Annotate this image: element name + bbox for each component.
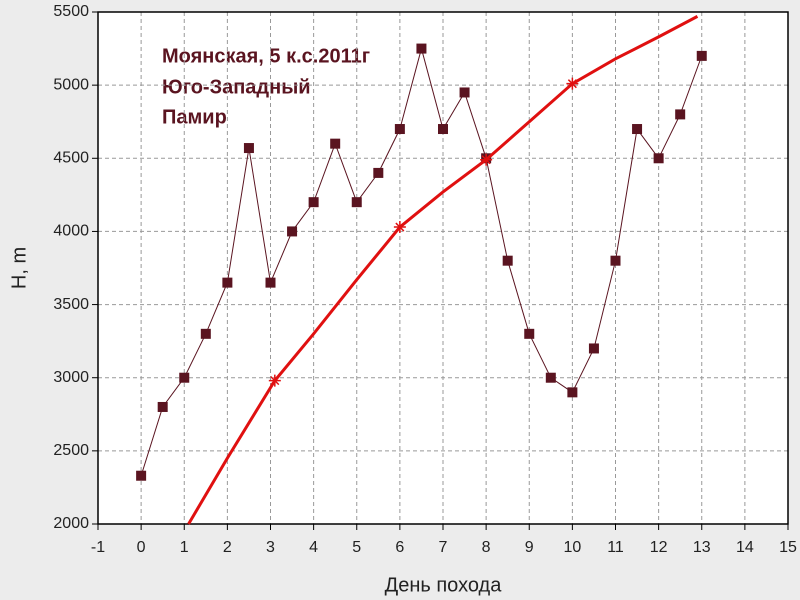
point-marker xyxy=(287,226,298,237)
point-marker xyxy=(265,277,276,288)
point-marker xyxy=(330,138,341,149)
x-tick-label: 5 xyxy=(352,539,361,556)
y-tick-label: 5500 xyxy=(53,3,89,20)
x-tick-label: 12 xyxy=(650,539,668,556)
point-marker xyxy=(588,343,599,354)
y-tick-label: 4000 xyxy=(53,223,89,240)
annotation: Юго-Западный xyxy=(162,76,311,98)
point-marker xyxy=(438,124,448,135)
x-tick-label: 15 xyxy=(779,539,797,556)
point-marker xyxy=(567,387,578,398)
point-marker xyxy=(157,401,168,412)
point-marker xyxy=(459,87,470,98)
y-tick-label: 2500 xyxy=(53,442,89,459)
point-marker xyxy=(653,153,664,164)
x-axis-label: День похода xyxy=(385,574,503,596)
point-marker xyxy=(308,197,319,208)
y-tick-label: 3000 xyxy=(53,369,89,386)
point-marker xyxy=(524,328,535,339)
point-marker xyxy=(696,50,707,61)
y-tick-label: 3500 xyxy=(53,296,89,313)
y-tick-label: 4500 xyxy=(53,150,89,167)
point-marker xyxy=(416,43,427,54)
point-marker xyxy=(566,77,579,90)
point-marker xyxy=(545,372,556,383)
x-tick-label: 9 xyxy=(525,539,534,556)
point-marker xyxy=(393,221,406,234)
x-tick-label: 3 xyxy=(266,539,275,556)
point-marker xyxy=(200,328,211,339)
point-marker xyxy=(243,143,254,154)
annotation: Моянская, 5 к.с.2011г xyxy=(162,45,370,67)
annotation: Памир xyxy=(162,106,227,128)
y-tick-label: 5000 xyxy=(53,76,89,93)
point-marker xyxy=(480,153,493,166)
x-tick-label: 11 xyxy=(607,539,624,556)
point-marker xyxy=(373,167,384,178)
x-tick-label: 2 xyxy=(223,539,232,556)
point-marker xyxy=(502,255,513,266)
point-marker xyxy=(136,470,147,481)
x-tick-label: 6 xyxy=(395,539,404,556)
x-tick-label: 0 xyxy=(137,539,146,556)
x-tick-label: 4 xyxy=(309,539,318,556)
x-tick-label: 14 xyxy=(736,539,754,556)
point-marker xyxy=(632,124,643,135)
x-tick-label: 1 xyxy=(180,539,189,556)
y-tick-label: 2000 xyxy=(53,515,89,532)
x-tick-label: 10 xyxy=(563,539,581,556)
point-marker xyxy=(610,255,621,266)
point-marker xyxy=(351,197,362,208)
point-marker xyxy=(222,277,233,288)
x-tick-label: 7 xyxy=(439,539,448,556)
point-marker xyxy=(675,109,686,120)
point-marker xyxy=(394,124,405,135)
y-axis-label: H, m xyxy=(8,247,30,289)
x-tick-label: 8 xyxy=(482,539,491,556)
x-tick-label: -1 xyxy=(91,539,105,556)
point-marker xyxy=(179,372,190,383)
point-marker xyxy=(268,374,281,387)
plot-frame xyxy=(97,11,789,525)
x-tick-label: 13 xyxy=(693,539,711,556)
